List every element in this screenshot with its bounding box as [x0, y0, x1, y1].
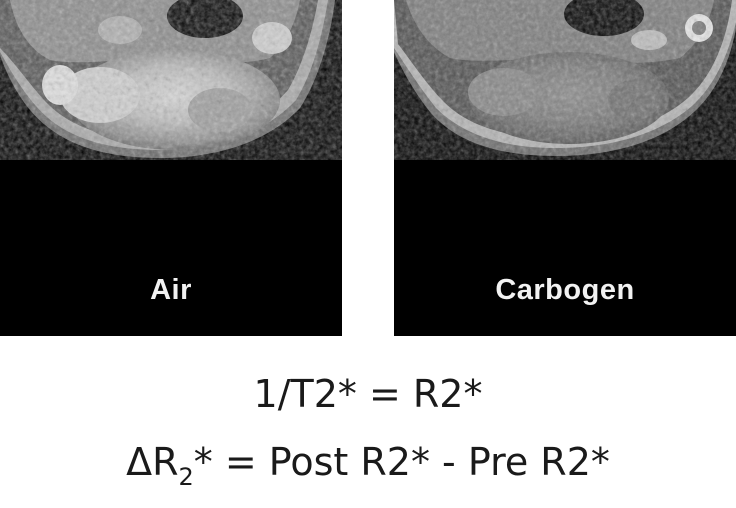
- equation-delta-suffix: * = Post R2* - Pre R2*: [193, 440, 610, 484]
- mri-scan-air: [0, 0, 342, 160]
- panel-label-air: Air: [150, 274, 192, 306]
- equation-delta-prefix: ΔR: [126, 440, 179, 484]
- mri-scan-carbogen: [394, 0, 736, 160]
- equation-r2-star: 1/T2* = R2*: [253, 372, 483, 416]
- mri-image-air: Air: [0, 0, 342, 336]
- equation-delta-r2-star: ΔR2* = Post R2* - Pre R2*: [0, 440, 736, 491]
- mri-image-carbogen: Carbogen: [394, 0, 736, 336]
- panel-label-carbogen: Carbogen: [495, 274, 635, 306]
- equation-subscript: 2: [178, 463, 194, 491]
